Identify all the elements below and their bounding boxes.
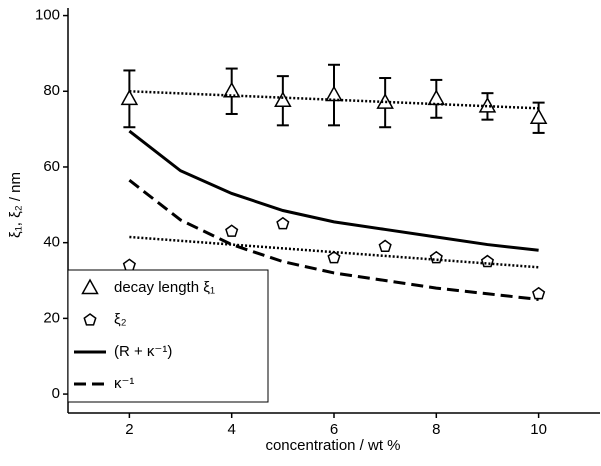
x-tick-label: 8 (432, 421, 440, 438)
x-tick-label: 4 (228, 421, 236, 438)
y-tick-label: 60 (43, 158, 60, 175)
y-tick-label: 40 (43, 234, 60, 251)
pentagon-marker (276, 216, 290, 230)
y-tick-label: 20 (43, 309, 60, 326)
pentagon-marker (480, 254, 495, 268)
triangle-marker (120, 89, 139, 106)
legend-label: (R + κ⁻¹) (114, 343, 172, 360)
y-axis-label: ξ₁, ξ₂ / nm (7, 172, 24, 238)
triangle-marker (274, 91, 292, 107)
series-line (129, 90, 539, 110)
y-tick-label: 100 (35, 7, 60, 24)
y-tick-label: 0 (52, 385, 60, 402)
pentagon-marker (327, 250, 341, 264)
pentagon-marker (532, 286, 546, 300)
triangle-marker (427, 89, 446, 106)
triangle-marker (529, 108, 548, 125)
pentagon-marker (225, 224, 239, 237)
x-axis-label: concentration / wt % (265, 437, 400, 454)
legend-box (67, 269, 269, 403)
legend-label: ξ₂ (114, 311, 127, 328)
x-tick-label: 6 (330, 421, 338, 438)
legend-label: decay length ξ₁ (114, 279, 215, 296)
triangle-marker (81, 278, 99, 295)
series-line (129, 235, 539, 269)
series-line (128, 129, 539, 252)
pentagon-marker (122, 258, 136, 271)
y-tick-label: 80 (43, 82, 60, 99)
pentagon-marker (378, 239, 392, 253)
triangle-marker (478, 96, 497, 113)
x-tick-label: 2 (125, 421, 133, 438)
triangle-marker (325, 85, 343, 102)
x-tick-label: 10 (530, 421, 547, 438)
legend-label: κ⁻¹ (114, 375, 134, 392)
pentagon-marker (83, 313, 97, 326)
series-line (128, 179, 539, 301)
pentagon-marker (429, 250, 443, 264)
triangle-marker (222, 81, 241, 98)
